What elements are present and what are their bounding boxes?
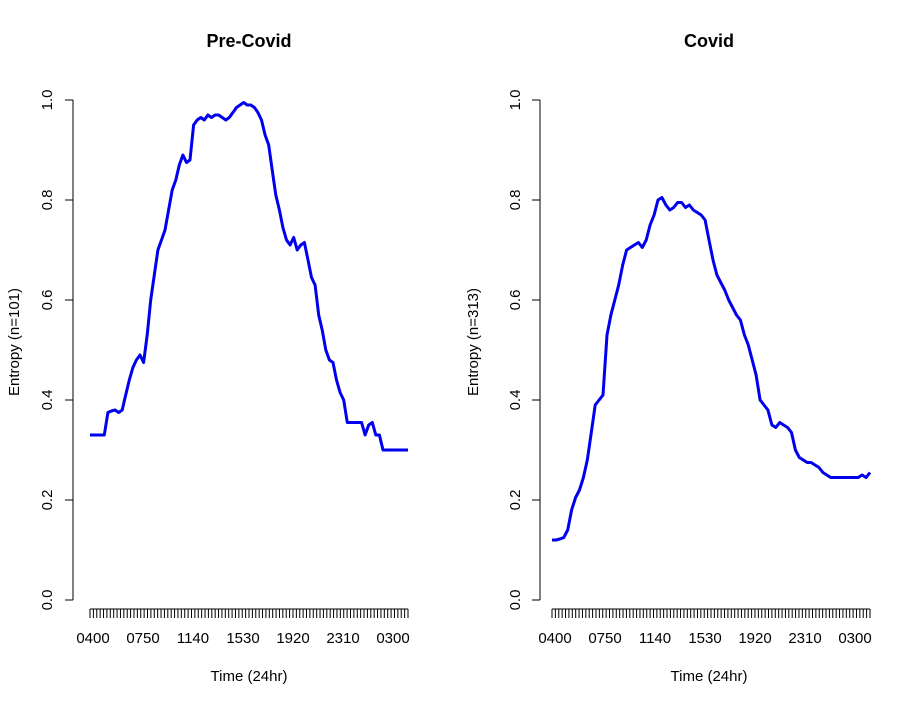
y-tick-label: 0.6: [39, 290, 56, 311]
x-axis: 0400 0750 1140 1530 1920 2310 0300: [76, 608, 410, 647]
y-tick-label: 0.2: [39, 490, 56, 511]
y-tick-label: 1.0: [39, 90, 56, 111]
x-tick-label: 1530: [688, 630, 721, 647]
x-tick-label: 0300: [838, 630, 871, 647]
series-line: [90, 101, 408, 452]
panel-covid: Covid Time (24hr) Entropy (n=313) 0.0 0.2…: [465, 31, 872, 685]
x-tick-label: 1140: [639, 630, 671, 647]
x-tick-label: 1920: [738, 630, 771, 647]
y-tick-label: 0.8: [507, 190, 524, 211]
y-tick-label: 0.0: [507, 590, 524, 611]
x-tick-label: 2310: [326, 630, 359, 647]
plot-area: [90, 101, 408, 452]
x-tick-label: 0300: [376, 630, 409, 647]
x-tick-label: 0400: [76, 630, 109, 647]
x-tick-label: 0750: [126, 630, 159, 647]
x-axis: 0400 0750 1140 1530 1920 2310 0300: [538, 608, 872, 647]
plot-area: [552, 196, 872, 542]
y-axis: 0.0 0.2 0.4 0.6 0.8 1.0: [39, 90, 74, 611]
chart-title: Covid: [684, 31, 734, 51]
y-tick-label: 0.0: [39, 590, 56, 611]
y-tick-label: 0.2: [507, 490, 524, 511]
y-axis-label: Entropy (n=313): [465, 288, 482, 396]
x-axis-label: Time (24hr): [211, 668, 288, 685]
x-axis-label: Time (24hr): [671, 668, 748, 685]
y-axis-label: Entropy (n=101): [6, 288, 23, 396]
y-tick-label: 0.4: [507, 390, 524, 411]
x-tick-label: 2310: [788, 630, 821, 647]
panel-pre-covid: Pre-Covid Time (24hr) Entropy (n=101) 0.…: [6, 31, 410, 685]
x-tick-label: 0750: [588, 630, 621, 647]
series-line: [552, 196, 872, 542]
y-tick-label: 1.0: [507, 90, 524, 111]
y-tick-label: 0.6: [507, 290, 524, 311]
x-tick-label: 1530: [226, 630, 259, 647]
y-tick-label: 0.8: [39, 190, 56, 211]
y-tick-label: 0.4: [39, 390, 56, 411]
x-tick-label: 0400: [538, 630, 571, 647]
y-axis: 0.0 0.2 0.4 0.6 0.8 1.0: [507, 90, 541, 611]
x-tick-label: 1920: [276, 630, 309, 647]
x-tick-label: 1140: [177, 630, 209, 647]
chart-title: Pre-Covid: [206, 31, 291, 51]
